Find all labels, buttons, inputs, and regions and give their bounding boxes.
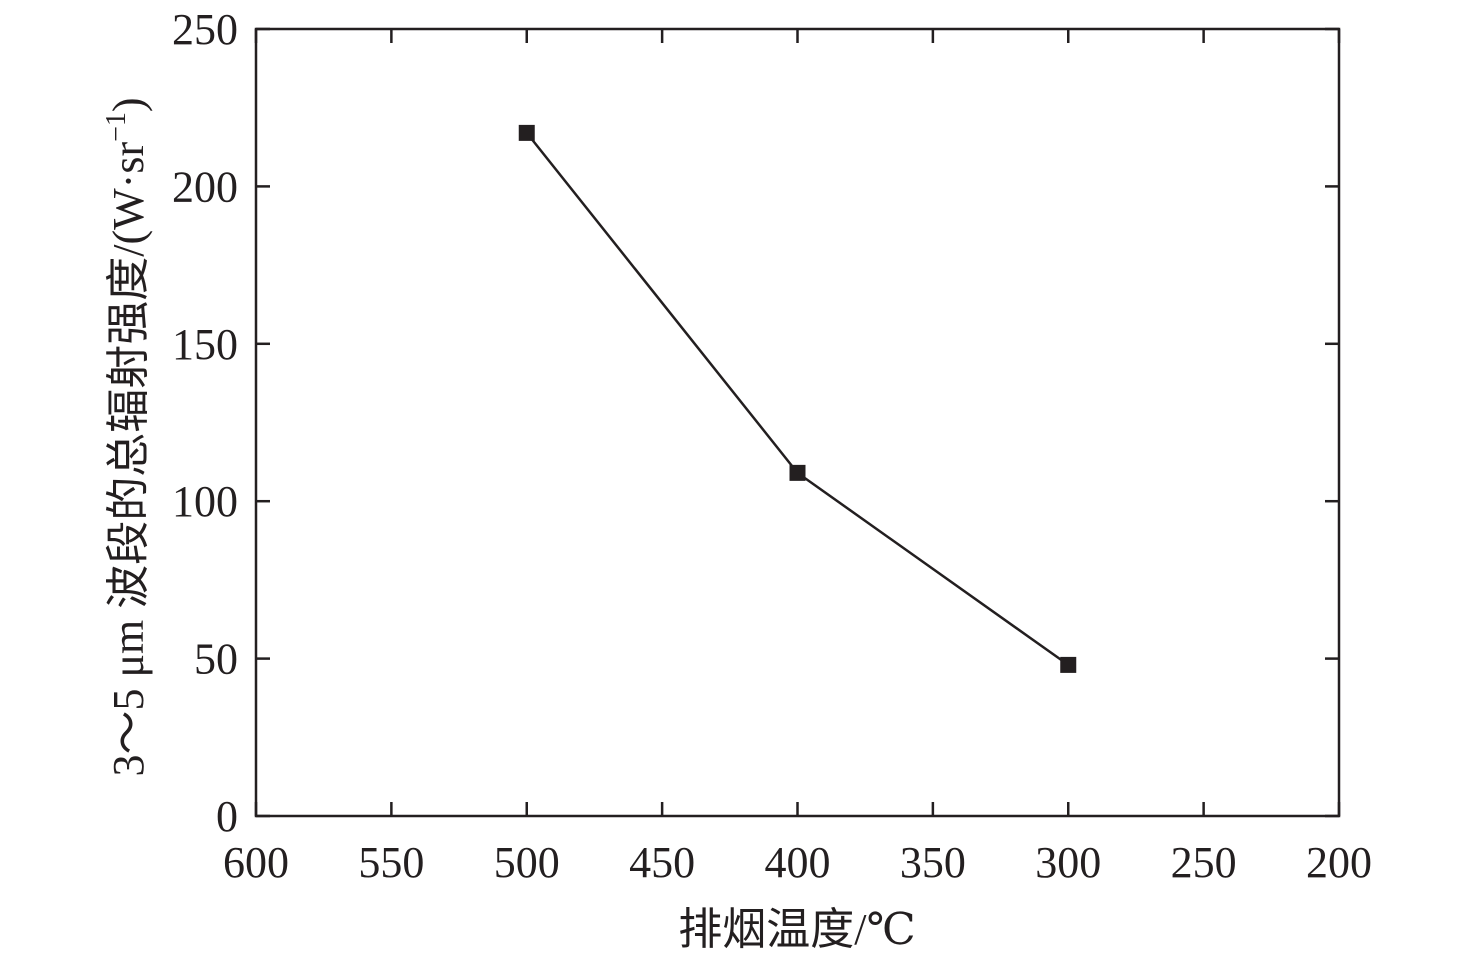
data-point	[1060, 656, 1077, 673]
x-tick-label: 300	[1035, 838, 1101, 887]
x-tick-label: 550	[358, 838, 424, 887]
x-tick-label: 400	[765, 838, 831, 887]
y-tick-label: 50	[194, 635, 238, 684]
x-tick-label: 600	[223, 838, 289, 887]
x-axis: 600 550 500 450 400 350 300 250 200	[223, 29, 1372, 887]
y-axis-title-superscript: −1	[101, 112, 132, 142]
y-axis: 0 50 100 150 200 250	[172, 5, 1339, 841]
y-axis-title: 3～5 μm 波段的总辐射强度/(W·sr−1)	[101, 97, 153, 776]
y-axis-title-close: )	[104, 97, 153, 112]
series-layer	[518, 124, 1077, 673]
data-point	[518, 124, 535, 141]
x-tick-label: 500	[494, 838, 560, 887]
x-tick-label: 350	[900, 838, 966, 887]
x-tick-label: 250	[1171, 838, 1237, 887]
y-tick-label: 200	[172, 162, 238, 211]
x-axis-title: 排烟温度/℃	[678, 905, 915, 954]
data-point	[789, 464, 806, 481]
y-tick-label: 100	[172, 477, 238, 526]
x-tick-label: 450	[629, 838, 695, 887]
x-tick-label: 200	[1306, 838, 1372, 887]
y-axis-title-main: 3～5 μm 波段的总辐射强度/(W·sr	[104, 142, 153, 777]
y-tick-label: 150	[172, 320, 238, 369]
series-line	[525, 132, 1069, 666]
plot-frame	[254, 27, 1341, 818]
y-tick-label: 250	[172, 5, 238, 54]
y-tick-label: 0	[216, 792, 238, 841]
